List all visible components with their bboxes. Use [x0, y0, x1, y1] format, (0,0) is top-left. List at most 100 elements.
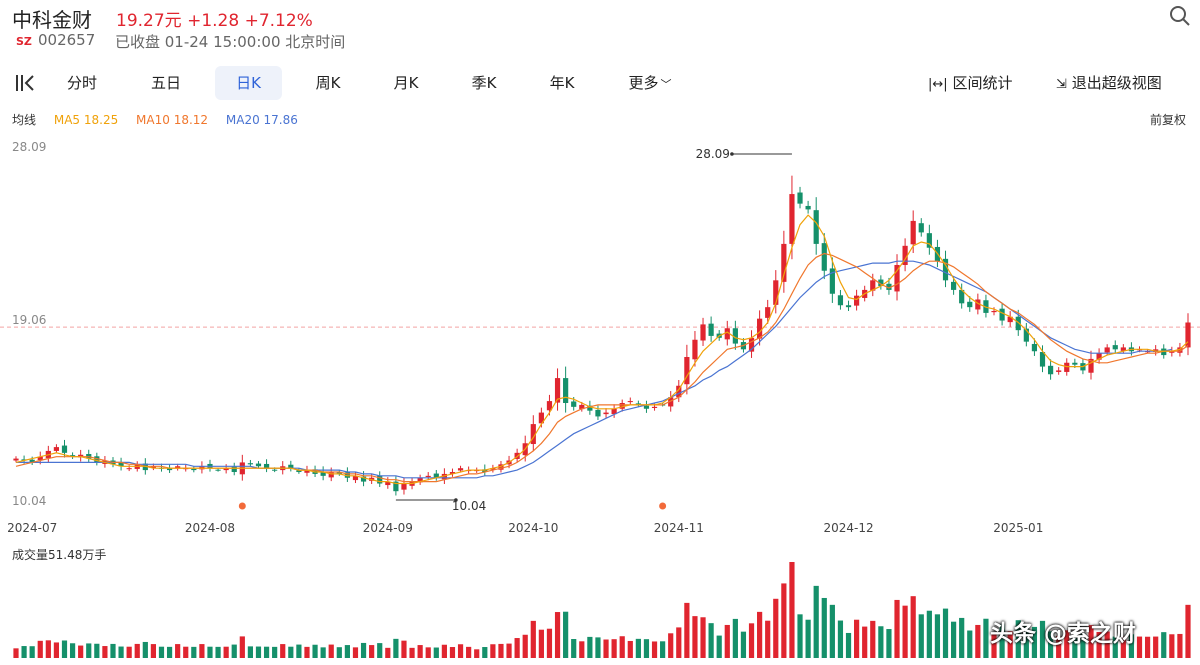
candle-body [708, 323, 714, 336]
candle-body [902, 245, 908, 265]
volume-bar [1161, 632, 1167, 658]
candle-body [215, 469, 221, 471]
volume-bar [757, 611, 763, 658]
volume-bar [86, 643, 92, 658]
search-icon[interactable] [1168, 4, 1192, 28]
candle-body [425, 475, 431, 477]
volume-bar [514, 638, 520, 658]
candle-body [175, 466, 181, 469]
candle-body [255, 463, 262, 467]
volume-bar [482, 647, 488, 658]
candle-body [417, 477, 423, 483]
volume-bar [207, 646, 213, 658]
candle-body [433, 473, 439, 478]
volume-bar [425, 647, 431, 658]
candle-body [603, 412, 609, 415]
candle-body [732, 328, 738, 344]
volume-bar [21, 646, 27, 658]
volume-chart[interactable] [0, 556, 1200, 660]
candle-body [845, 305, 852, 308]
candle-body [546, 401, 553, 411]
volume-bar [1015, 620, 1021, 658]
candle-body [676, 385, 682, 398]
volume-bar [878, 626, 884, 658]
tab-quarterly-k[interactable]: 季K [471, 74, 497, 92]
volume-bar [1112, 636, 1118, 658]
volume-bar [142, 641, 148, 658]
candle-body [1056, 370, 1062, 372]
volume-bar [1064, 630, 1070, 658]
range-stats-button[interactable]: |↔| 区间统计 [928, 66, 1024, 100]
candle-body [959, 289, 965, 304]
volume-bar [587, 636, 593, 658]
adjust-mode[interactable]: 前复权 [1150, 113, 1187, 127]
volume-bar [280, 644, 286, 658]
candle-body [538, 412, 544, 424]
candle-body [328, 472, 334, 478]
candle-body [530, 424, 536, 445]
volume-bar [967, 630, 973, 658]
volume-bar [676, 627, 682, 658]
volume-bar [627, 640, 633, 658]
candle-body [554, 378, 561, 403]
candle-body [304, 470, 310, 473]
candle-body [272, 469, 278, 471]
tab-intraday[interactable]: 分时 [66, 74, 97, 92]
candle-body [563, 378, 569, 404]
ma20-label: MA20 17.86 [225, 113, 298, 127]
volume-bar [959, 617, 965, 658]
candle-body [781, 243, 787, 282]
candle-body [231, 466, 237, 473]
watermark: 头条 @索之财 [990, 621, 1137, 647]
tab-more[interactable]: 更多 ﹀ [620, 66, 680, 100]
candle-body [700, 324, 706, 341]
volume-bar [651, 641, 658, 658]
candle-body [344, 472, 350, 478]
volume-bar [255, 646, 262, 658]
volume-bar [546, 628, 553, 658]
ma5-line [15, 214, 1189, 485]
tab-daily-k[interactable]: 日K [215, 66, 282, 100]
volume-bar [975, 624, 981, 658]
volume-bar [352, 647, 359, 658]
volume-bar [538, 629, 544, 658]
candle-body [837, 295, 844, 306]
ma5-label: MA5 18.25 [53, 113, 119, 127]
volume-bar [668, 633, 674, 658]
volume-bar [781, 583, 787, 658]
volume-bar [417, 645, 423, 658]
volume-bar [360, 642, 367, 658]
volume-bar [263, 646, 270, 658]
volume-bar [231, 644, 237, 658]
volume-bar [902, 605, 908, 658]
volume-bar [369, 645, 375, 658]
tab-five-day[interactable]: 五日 [150, 74, 181, 92]
volume-bar [1128, 634, 1135, 658]
stock-name: 中科金财 [12, 8, 92, 32]
volume-bar [1007, 631, 1013, 658]
tab-yearly-k[interactable]: 年K [549, 74, 575, 92]
exit-super-view-label: 退出超级视图 [1071, 74, 1162, 92]
collapse-icon[interactable] [12, 66, 38, 100]
candle-body [773, 280, 779, 305]
candlestick-chart[interactable]: 28.09 19.06 10.04 2024-07 2024-08 2024-09 2024… [0, 140, 1200, 540]
candle-body [247, 463, 253, 465]
x-axis-label: 2024-11 [654, 521, 704, 535]
candle-body [748, 337, 755, 352]
tab-weekly-k[interactable]: 周K [315, 74, 341, 92]
candle-body [150, 466, 157, 468]
x-axis-label: 2024-10 [508, 521, 558, 535]
volume-bar [247, 646, 253, 658]
volume-bar [854, 619, 860, 658]
candle-body [490, 468, 496, 470]
candle-body [627, 401, 633, 403]
tab-monthly-k[interactable]: 月K [393, 74, 419, 92]
volume-bar [1185, 604, 1191, 658]
candle-body [724, 328, 730, 340]
candle-body [886, 283, 892, 290]
volume-bar [1088, 625, 1094, 658]
candle-body [352, 475, 359, 481]
exit-super-view-button[interactable]: ⇲ 退出超级视图 [1056, 66, 1186, 100]
candle-body [1031, 343, 1038, 352]
candle-body [457, 468, 464, 471]
